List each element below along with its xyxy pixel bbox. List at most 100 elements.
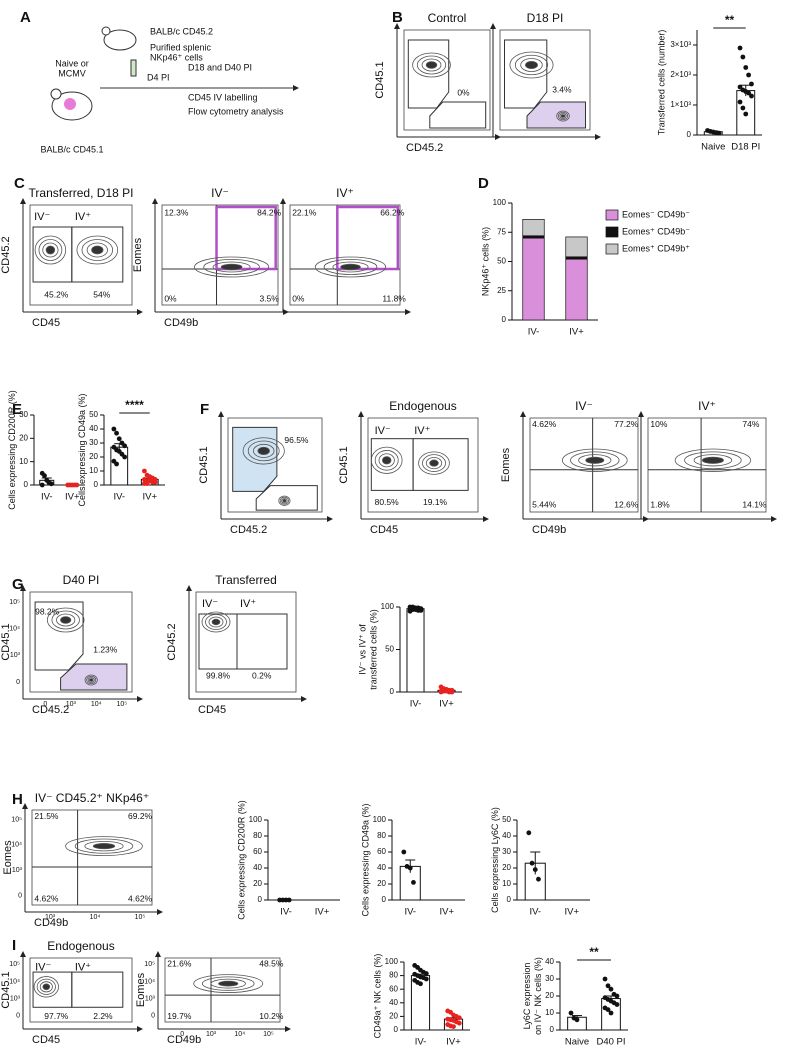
- contour: [421, 58, 442, 72]
- contour: [212, 261, 251, 273]
- gate: [34, 601, 84, 671]
- contour: [556, 110, 570, 122]
- gate: [504, 39, 548, 109]
- bar: [406, 608, 425, 693]
- contour: [220, 263, 243, 271]
- contour: [693, 454, 733, 467]
- gate-label: 84.2%: [257, 207, 282, 217]
- gate-label: 48.5%: [259, 959, 284, 969]
- y-tick-label: 100: [385, 957, 399, 966]
- gate: [71, 971, 124, 1008]
- contour: [92, 843, 116, 850]
- x-tick-label: IV+: [564, 907, 579, 918]
- data-point: [568, 1010, 574, 1016]
- contour: [60, 616, 72, 624]
- y-tick-label: 20: [502, 863, 511, 872]
- x-tick-label: IV+: [439, 699, 454, 710]
- plot-title: IV⁺: [336, 186, 354, 200]
- x-axis-label: CD45: [32, 317, 60, 329]
- x-tick-label: IV+: [439, 907, 454, 918]
- y-tick-label: 0: [24, 480, 29, 489]
- plot-title: IV⁺: [698, 399, 716, 413]
- y-tick-label: 10³: [10, 652, 21, 659]
- contour: [46, 607, 85, 633]
- panel-a-diagram: BALB/c CD45.2 Purified splenic NKp46⁺ ce…: [40, 26, 299, 154]
- x-tick-label: IV+: [315, 907, 330, 918]
- gate-label: 98.2%: [35, 606, 60, 616]
- contour: [89, 678, 94, 682]
- labelling-label: CD45 IV labelling: [188, 92, 258, 102]
- gate-label: 4.62%: [34, 894, 59, 904]
- y-tick-label: 80: [389, 971, 398, 980]
- y-tick-label: 0: [394, 1025, 399, 1034]
- mouse-ear: [101, 26, 111, 36]
- plot-frame: [647, 417, 767, 513]
- x-tick-label: IV-: [528, 327, 540, 338]
- data-point: [608, 986, 614, 992]
- plot-title: IV⁻: [575, 399, 593, 413]
- gate-label: 12.6%: [614, 500, 639, 510]
- plot-frame: [367, 417, 479, 513]
- timepoint-label: D18 and D40 PI: [188, 62, 252, 72]
- y-tick-label: 40: [377, 863, 386, 872]
- y-axis-label: Cells expressing CD49a (%): [77, 393, 87, 506]
- y-axis-label: on IV⁻ NK cells (%): [533, 957, 543, 1035]
- y-tick-label: 30: [19, 410, 28, 419]
- gate-label: 0%: [292, 293, 305, 303]
- y-tick-label: 0: [687, 130, 692, 139]
- x-tick-label: 10³: [66, 701, 77, 708]
- y-tick-label: 2×10³: [670, 70, 691, 79]
- y-tick-label: 25: [497, 286, 506, 295]
- contour: [520, 58, 543, 72]
- x-tick-label: 10³: [206, 1031, 217, 1038]
- gate-label: 2.2%: [93, 1011, 113, 1021]
- bar-segment: [565, 236, 588, 258]
- contour: [416, 55, 447, 75]
- y-tick-label: 40: [89, 424, 98, 433]
- data-point: [418, 608, 424, 613]
- x-axis-label: CD49b: [532, 524, 566, 536]
- y-tick-label: 3×10³: [670, 40, 691, 49]
- y-tick-label: 60: [389, 984, 398, 993]
- y-axis-label: CD45.2: [0, 236, 12, 273]
- contour: [42, 983, 51, 991]
- y-tick-label: 100: [381, 602, 395, 611]
- x-tick-label: 10³: [45, 914, 56, 921]
- contour: [374, 450, 399, 471]
- contour: [570, 451, 620, 470]
- y-tick-label: 10: [545, 1008, 554, 1017]
- significance-label: **: [725, 13, 735, 27]
- y-tick-label: 50: [89, 410, 98, 419]
- data-point: [614, 1002, 620, 1007]
- contour: [323, 259, 378, 275]
- y-tick-label: 80: [253, 831, 262, 840]
- contour: [560, 114, 566, 118]
- x-axis-label: CD45.2: [230, 524, 267, 536]
- panel-letter: D: [478, 175, 489, 192]
- y-tick-label: 20: [19, 433, 28, 442]
- data-point: [749, 81, 754, 87]
- gate-label: 80.5%: [375, 497, 400, 507]
- data-point: [605, 983, 611, 989]
- gate-label: 4.62%: [128, 894, 153, 904]
- gate-label: 1.23%: [93, 644, 118, 654]
- y-tick-label: 30: [502, 847, 511, 856]
- gate: [32, 226, 73, 283]
- x-axis-label: CD45.2: [406, 142, 443, 154]
- y-tick-label: 1×10³: [670, 100, 691, 109]
- y-axis-label: CD45.1: [338, 446, 350, 483]
- y-tick-label: 20: [253, 879, 262, 888]
- gate-label: 0.2%: [252, 670, 272, 680]
- contour: [332, 261, 369, 273]
- x-tick-label: D40 PI: [596, 1037, 625, 1048]
- y-axis-label: IV⁻ vs IV⁺ of: [358, 624, 368, 675]
- y-axis-label: CD49a⁺ NK cells (%): [373, 954, 383, 1039]
- contour: [36, 978, 56, 995]
- y-tick-label: 0: [502, 315, 507, 324]
- data-point: [456, 1015, 462, 1021]
- y-axis-label: Transferred cells (number): [656, 30, 666, 136]
- panel-letter: G: [12, 576, 24, 593]
- cells-label: Purified splenic: [150, 42, 212, 52]
- contour: [84, 840, 124, 852]
